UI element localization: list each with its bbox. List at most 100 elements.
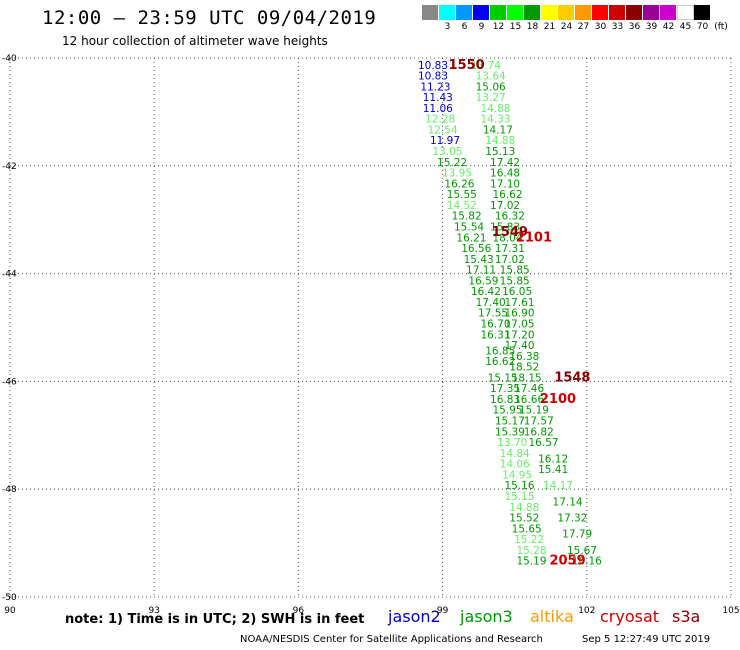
wave-height-point: 12.54 — [428, 124, 458, 136]
wave-height-point: 17.40 — [504, 340, 534, 352]
color-scale-cell — [643, 5, 660, 20]
color-scale-cell — [439, 5, 456, 20]
x-tick-label: 102 — [578, 606, 595, 616]
footer-credit: NOAA/NESDIS Center for Satellite Applica… — [240, 634, 543, 645]
wave-height-point: 16.70 — [480, 319, 510, 331]
wave-height-point: 13.74 — [471, 60, 501, 72]
wave-height-point: 15.85 — [500, 275, 530, 287]
page-subtitle: 12 hour collection of altimeter wave hei… — [62, 34, 328, 48]
time-marker: 1548 — [554, 370, 590, 385]
wave-height-point: 16.85 — [485, 345, 515, 357]
wave-height-point: 14.17 — [543, 480, 573, 492]
wave-height-point: 16.38 — [509, 351, 539, 363]
wave-height-point: 15.41 — [538, 464, 568, 476]
wave-height-point: 15.19 — [519, 405, 549, 417]
time-marker: 2059 — [549, 554, 585, 569]
time-marker: 1550 — [449, 58, 485, 73]
wave-height-point: 14.95 — [502, 469, 532, 481]
note-text: note: 1) Time is in UTC; 2) SWH is in fe… — [65, 612, 365, 627]
wave-height-point: 10.83 — [418, 71, 448, 83]
wave-height-point: 15.15 — [488, 372, 518, 384]
wave-height-point: 15.22 — [514, 534, 544, 546]
wave-height-point: 17.79 — [562, 529, 592, 541]
wave-height-point: 15.83 — [490, 221, 520, 233]
wave-height-point: 16.82 — [524, 426, 554, 438]
color-scale-label: 6 — [461, 22, 468, 32]
wave-height-point: 16.16 — [572, 556, 602, 568]
wave-height-point: 12.28 — [425, 114, 455, 126]
wave-height-point: 17.57 — [524, 416, 554, 428]
wave-height-point: 17.02 — [495, 254, 525, 266]
wave-height-point: 15.06 — [476, 81, 506, 93]
wave-height-point: 13.95 — [442, 168, 472, 180]
wave-height-point: 15.15 — [504, 491, 534, 503]
wave-height-point: 16.12 — [538, 453, 568, 465]
wave-height-point: 11.23 — [420, 81, 450, 93]
wave-height-point: 14.17 — [483, 124, 513, 136]
wave-height-point: 17.11 — [466, 265, 496, 277]
wave-height-point: 15.52 — [509, 513, 539, 525]
color-scale-cell — [677, 5, 694, 20]
color-scale-label: 33 — [611, 22, 624, 32]
wave-height-point: 16.57 — [529, 437, 559, 449]
wave-height-point: 11.97 — [430, 135, 460, 147]
wave-height-point: 17.20 — [504, 329, 534, 341]
wave-height-point: 16.26 — [444, 178, 474, 190]
color-scale-label: 18 — [526, 22, 539, 32]
color-scale-cell — [660, 5, 677, 20]
wave-height-point: 17.61 — [504, 297, 534, 309]
wave-height-point: 14.52 — [447, 200, 477, 212]
wave-height-point: 17.31 — [495, 243, 525, 255]
wave-height-point: 17.02 — [490, 200, 520, 212]
legend-jason2: jason2 — [388, 607, 441, 626]
color-scale-label: 42 — [662, 22, 675, 32]
y-tick-label: -48 — [2, 485, 17, 495]
color-scale-cell — [575, 5, 592, 20]
wave-height-point: 16.32 — [495, 211, 525, 223]
x-tick-label: 96 — [293, 606, 305, 616]
wave-height-point: 17.32 — [557, 513, 587, 525]
legend-jason3: jason3 — [460, 607, 513, 626]
wave-height-point: 16.83 — [490, 394, 520, 406]
x-tick-label: 99 — [437, 606, 449, 616]
y-tick-label: -42 — [2, 162, 17, 172]
wave-height-point: 16.21 — [456, 232, 486, 244]
wave-height-point: 14.88 — [509, 502, 539, 514]
wave-height-point: 10.83 — [418, 60, 448, 72]
color-scale-label: 70 — [696, 22, 709, 32]
wave-height-point: 15.82 — [452, 211, 482, 223]
wave-height-point: 15.95 — [492, 405, 522, 417]
wave-height-point: 16.62 — [492, 189, 522, 201]
wave-height-point: 15.54 — [454, 221, 484, 233]
wave-height-point: 15.39 — [495, 426, 525, 438]
wave-height-point: 15.13 — [485, 146, 515, 158]
wave-height-point: 15.16 — [504, 480, 534, 492]
color-scale-labels: 3 6 9 12 15 18 21 24 27 30 33 36 39 42 45 70 (ft) — [422, 22, 731, 32]
wave-height-point: 16.90 — [504, 308, 534, 320]
time-marker: 1549 — [492, 225, 528, 240]
wave-height-point: 16.56 — [461, 243, 491, 255]
wave-height-point: 17.40 — [476, 297, 506, 309]
x-tick-label: 105 — [722, 606, 739, 616]
wave-height-point: 16.66 — [514, 394, 544, 406]
wave-height-point: 15.19 — [516, 556, 546, 568]
legend-altika: altika — [530, 607, 574, 626]
wave-height-point: 18.04 — [492, 232, 522, 244]
wave-height-point: 17.42 — [490, 157, 520, 169]
wave-height-point: 13.70 — [497, 437, 527, 449]
wave-height-point: 16.48 — [490, 168, 520, 180]
wave-height-point: 17.05 — [504, 319, 534, 331]
wave-height-point: 15.28 — [516, 545, 546, 557]
color-scale-label: 3 — [444, 22, 451, 32]
color-scale-cell — [422, 5, 439, 20]
color-scale-label: 30 — [594, 22, 607, 32]
color-scale-cell — [456, 5, 473, 20]
time-marker: 2101 — [516, 230, 552, 245]
wave-height-point: 16.42 — [471, 286, 501, 298]
wave-height-point: 15.22 — [437, 157, 467, 169]
color-scale-label: 21 — [543, 22, 556, 32]
wave-height-point: 18.15 — [512, 372, 542, 384]
legend-cryosat: cryosat — [600, 607, 660, 626]
wave-height-point: 15.17 — [495, 416, 525, 428]
